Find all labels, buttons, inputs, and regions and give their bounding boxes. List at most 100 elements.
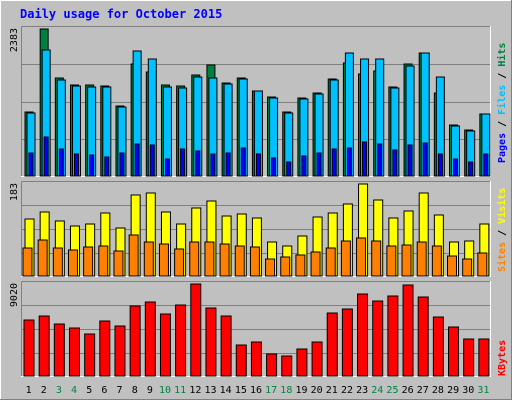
bar-kbytes-day-22-fill [341,308,353,377]
bar-kbytes-day-13-fill [205,307,217,377]
bar-kbytes-day-31 [478,338,490,377]
bar-kbytes-day-6-fill [99,320,111,377]
bar-pages-day-28 [437,153,443,177]
bar-kbytes-day-26 [402,284,414,377]
bar-pages-day-31 [483,153,489,177]
bar-sites-day-2 [37,239,48,277]
bar-sites-day-5-fill [83,246,94,277]
bar-sites-day-12 [189,241,200,277]
legend-kbytes-panel: KBytes [497,340,508,376]
bar-pages-day-16 [255,153,261,177]
bar-kbytes-day-5-fill [84,333,96,377]
bar-pages-day-29-fill [453,158,459,177]
bar-kbytes-day-12 [190,283,202,377]
x-tick-label-day-13: 13 [204,385,216,396]
bar-kbytes-day-15-fill [235,344,247,377]
bar-pages-day-27-fill [422,142,428,177]
bar-kbytes-day-15 [235,344,247,377]
bar-kbytes-day-30-fill [463,338,475,377]
bar-kbytes-day-18 [281,355,293,377]
x-tick-label-day-17: 17 [265,385,277,396]
bar-pages-day-25-fill [392,149,398,177]
bar-kbytes-day-3-fill [53,323,65,377]
x-tick-label-day-15: 15 [235,385,247,396]
bar-pages-day-27 [422,142,428,177]
bar-sites-day-18 [280,256,291,277]
bar-kbytes-day-2-fill [38,315,50,377]
bar-pages-day-7 [119,152,125,177]
bar-sites-day-14-fill [219,243,230,277]
legend-hits-panel-pages: Pages [497,133,508,163]
bar-pages-day-5 [89,154,95,177]
bar-sites-day-16 [249,246,260,277]
bar-kbytes-day-27-fill [417,296,429,377]
bar-kbytes-day-8-fill [129,305,141,377]
bar-sites-day-17 [265,258,276,277]
bar-sites-day-18-fill [280,256,291,277]
bar-sites-day-3-fill [52,247,63,277]
bar-kbytes-day-7 [114,325,126,377]
bar-pages-day-17 [271,157,277,177]
bar-kbytes-day-11 [175,304,187,377]
bar-pages-day-30 [468,161,474,177]
bar-sites-day-3 [52,247,63,277]
bar-kbytes-day-17 [266,353,278,377]
bar-pages-day-7-fill [119,152,125,177]
x-tick-label-day-14: 14 [220,385,232,396]
bar-sites-day-26-fill [401,244,412,277]
bar-pages-day-6 [104,156,110,177]
bar-kbytes-day-5 [84,333,96,377]
bar-pages-day-28-fill [437,153,443,177]
legend-hits-panel-files: Files [496,85,508,115]
x-tick-label-day-23: 23 [356,385,368,396]
bar-pages-day-12-fill [195,150,201,177]
bar-kbytes-day-20 [311,341,323,377]
bar-sites-day-17-fill [265,258,276,277]
x-tick-label-day-5: 5 [86,385,92,396]
bar-pages-day-18-fill [286,161,292,177]
bar-sites-day-2-fill [37,239,48,277]
bars [22,28,491,377]
bar-pages-day-18 [286,161,292,177]
bar-pages-day-2-fill [43,136,49,177]
bar-kbytes-day-29 [448,326,460,377]
x-tick-label-day-12: 12 [189,385,201,396]
bar-sites-day-23 [356,237,367,277]
bar-kbytes-day-7-fill [114,325,126,377]
bar-pages-day-3 [58,148,64,177]
x-tick-label-day-25: 25 [386,385,398,396]
x-tick-label-day-1: 1 [26,385,32,396]
x-tick-label-day-22: 22 [341,385,353,396]
bar-kbytes-day-12-fill [190,283,202,377]
bar-pages-day-1 [28,152,34,177]
bar-pages-day-19 [301,155,307,177]
bar-kbytes-day-1-fill [23,319,35,377]
bar-pages-day-31-fill [483,153,489,177]
bar-kbytes-day-16-fill [250,341,262,377]
x-tick-label-day-3: 3 [56,385,62,396]
x-tick-label-day-18: 18 [280,385,292,396]
bar-kbytes-day-23-fill [357,293,369,377]
x-tick-label-day-24: 24 [371,385,383,396]
x-tick-label-day-20: 20 [311,385,323,396]
bar-pages-day-16-fill [255,153,261,177]
legend-kbytes-panel-kbytes: KBytes [497,340,508,376]
bar-sites-day-16-fill [249,246,260,277]
bar-kbytes-day-9 [144,301,156,377]
bar-kbytes-day-18-fill [281,355,293,377]
bar-pages-day-4-fill [73,153,79,177]
bar-sites-day-19 [295,254,306,277]
bar-pages-day-11 [180,148,186,177]
bar-sites-day-9 [143,241,154,277]
bar-sites-day-13-fill [204,241,215,277]
bar-sites-day-10-fill [158,243,169,277]
legend-visits-panel-separator: / [497,224,508,242]
bar-sites-day-15 [234,245,245,277]
bar-sites-day-29-fill [447,255,458,277]
x-axis-labels: 1 2 3 4 5 6 7 8 9 10 11 12 13 14 15 16 17 18 19 20 21 22 23 24 2… [26,385,490,396]
bar-sites-day-20-fill [310,251,321,277]
bar-kbytes-day-11-fill [175,304,187,377]
bar-pages-day-14-fill [225,152,231,177]
x-tick-label-day-2: 2 [41,385,47,396]
bar-sites-day-1-fill [22,247,33,277]
